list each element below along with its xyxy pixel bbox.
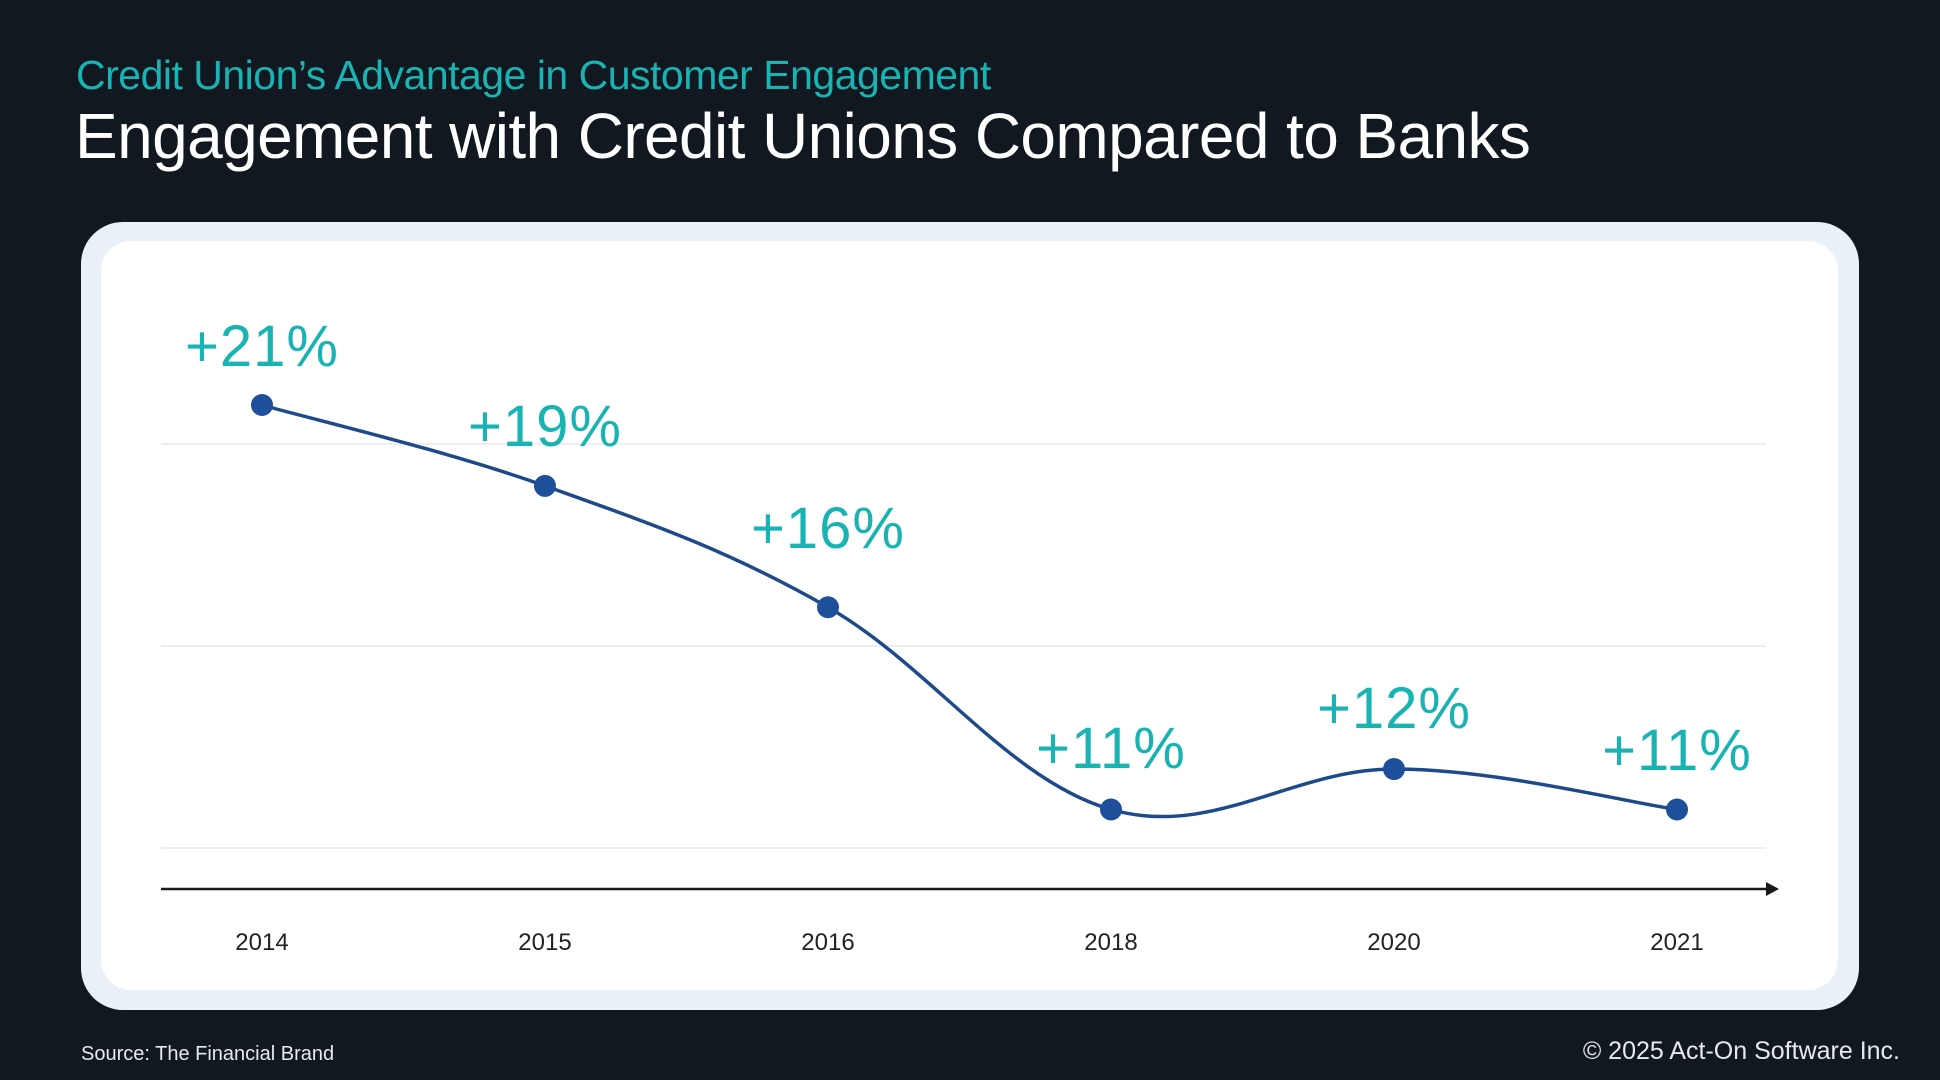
- source-note: Source: The Financial Brand: [81, 1043, 335, 1065]
- value-label: +12%: [1317, 676, 1471, 741]
- value-label: +11%: [1036, 716, 1186, 781]
- value-label: +19%: [468, 394, 622, 459]
- x-axis-tick-label: 2016: [801, 929, 855, 956]
- chart-title: Engagement with Credit Unions Compared t…: [75, 100, 1531, 172]
- value-label: +16%: [751, 496, 905, 561]
- value-label: +21%: [185, 314, 339, 379]
- x-axis-tick-label: 2020: [1367, 929, 1421, 956]
- value-label: +11%: [1602, 718, 1752, 783]
- x-axis-tick-label: 2018: [1084, 929, 1138, 956]
- chart-eyebrow-subtitle: Credit Union’s Advantage in Customer Eng…: [76, 52, 991, 98]
- chart-card: [101, 241, 1838, 990]
- x-axis-tick-label: 2014: [235, 929, 289, 956]
- x-axis-tick-label: 2021: [1650, 929, 1704, 956]
- x-axis-tick-label: 2015: [518, 929, 572, 956]
- copyright-note: © 2025 Act-On Software Inc.: [1582, 1037, 1900, 1065]
